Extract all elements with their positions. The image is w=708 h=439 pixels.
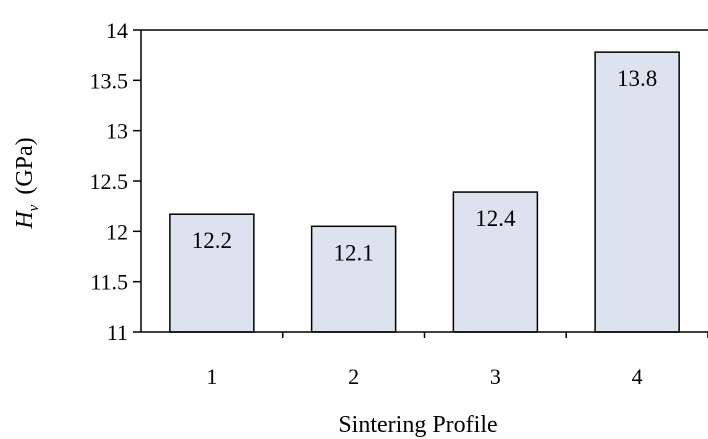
x-tick-label: 2 bbox=[348, 364, 359, 389]
x-tick-label: 1 bbox=[206, 364, 217, 389]
bar bbox=[594, 51, 680, 333]
y-tick-label: 12 bbox=[106, 219, 128, 244]
data-labels: 12.2 12.1 12.4 13.8 bbox=[192, 66, 658, 265]
y-axis-symbol: H bbox=[12, 210, 38, 230]
bar bbox=[310, 225, 397, 333]
y-axis-title: Hv (GPa) bbox=[12, 137, 42, 229]
y-axis-subscript: v bbox=[26, 204, 42, 211]
y-axis-ticks: 11 11.5 12 12.5 13 13.5 14 bbox=[90, 18, 141, 345]
plot-frame bbox=[140, 29, 708, 333]
y-tick-label: 11.5 bbox=[90, 270, 128, 295]
data-label: 12.1 bbox=[334, 240, 374, 265]
y-tick-label: 13 bbox=[106, 119, 128, 144]
x-axis-ticks: 1 2 3 4 bbox=[206, 332, 708, 389]
x-tick-label: 4 bbox=[632, 364, 643, 389]
bar bbox=[169, 213, 255, 333]
y-tick-label: 13.5 bbox=[90, 68, 129, 93]
y-axis-unit: (GPa) bbox=[12, 137, 38, 194]
bar bbox=[452, 191, 539, 333]
y-tick-label: 12.5 bbox=[90, 169, 129, 194]
bars-group bbox=[169, 51, 680, 333]
data-label: 12.2 bbox=[192, 228, 232, 253]
data-label: 12.4 bbox=[475, 206, 516, 231]
y-tick-label: 14 bbox=[106, 18, 128, 43]
y-tick-label: 11 bbox=[107, 320, 128, 345]
data-label: 13.8 bbox=[617, 66, 657, 91]
x-tick-label: 3 bbox=[490, 364, 501, 389]
x-axis-title: Sintering Profile bbox=[338, 412, 497, 438]
